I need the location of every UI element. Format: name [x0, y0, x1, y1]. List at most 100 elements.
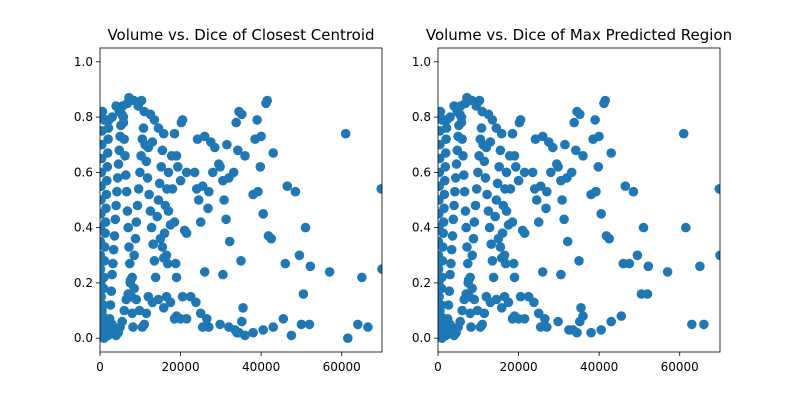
data-point — [240, 151, 250, 161]
data-point — [130, 233, 141, 244]
data-point — [461, 222, 472, 233]
data-point — [463, 258, 473, 269]
data-point — [261, 98, 271, 109]
data-point — [100, 283, 109, 294]
data-point — [481, 142, 492, 153]
data-point — [590, 115, 600, 125]
data-point — [170, 258, 181, 269]
data-point — [438, 300, 446, 310]
data-point — [537, 267, 548, 277]
data-point — [119, 305, 129, 316]
data-point — [157, 145, 168, 156]
data-point — [442, 314, 453, 324]
data-point — [238, 303, 248, 313]
data-point — [500, 184, 510, 194]
data-point — [357, 272, 367, 283]
data-point — [440, 148, 451, 158]
data-point — [125, 258, 135, 269]
data-point — [266, 233, 277, 244]
scatter-plot-max-predicted-region: Volume vs. Dice of Max Predicted Region … — [412, 26, 732, 374]
data-point — [493, 233, 504, 244]
data-point — [100, 291, 106, 302]
data-point — [197, 322, 208, 332]
data-point — [473, 167, 483, 178]
data-point — [687, 319, 697, 330]
data-point — [100, 115, 109, 125]
data-point — [224, 322, 234, 332]
data-point — [280, 258, 291, 269]
data-point — [118, 112, 129, 122]
data-point — [438, 115, 447, 125]
data-point — [535, 322, 546, 332]
y-tick-label: 0.8 — [412, 110, 431, 124]
data-point — [479, 156, 490, 167]
data-point — [466, 322, 476, 332]
data-point — [256, 131, 266, 142]
data-point — [202, 314, 212, 324]
data-point — [491, 123, 502, 133]
data-point — [553, 316, 563, 327]
y-tick-label: 0.6 — [412, 165, 431, 179]
data-point — [472, 305, 483, 316]
data-point — [208, 167, 218, 178]
data-point — [191, 184, 202, 194]
data-point — [508, 258, 519, 269]
data-point — [438, 264, 444, 274]
data-point — [108, 258, 118, 269]
data-point — [100, 217, 111, 227]
data-point — [113, 159, 124, 169]
data-point — [141, 156, 152, 167]
data-point — [123, 222, 133, 233]
data-point — [161, 291, 172, 302]
data-point — [456, 112, 467, 122]
data-point — [128, 322, 138, 332]
data-point — [714, 184, 720, 194]
data-point — [469, 217, 480, 227]
data-point — [132, 200, 143, 211]
data-point — [514, 117, 525, 128]
x-tick-label: 20000 — [499, 360, 537, 374]
data-point — [258, 325, 269, 335]
data-point — [153, 195, 164, 205]
data-point — [467, 250, 478, 261]
data-point — [476, 123, 487, 133]
data-point — [111, 200, 121, 211]
data-point — [662, 267, 673, 277]
data-point — [438, 217, 449, 227]
x-tick-label: 0 — [434, 360, 442, 374]
data-point — [100, 272, 109, 283]
data-point — [491, 195, 502, 205]
data-point — [643, 261, 654, 272]
data-point — [294, 250, 305, 261]
data-point — [231, 117, 241, 128]
data-point — [450, 186, 460, 197]
data-point — [586, 327, 596, 338]
data-point — [237, 316, 247, 327]
data-point — [181, 228, 192, 238]
data-point — [480, 173, 491, 183]
data-point — [624, 258, 635, 269]
data-point — [169, 128, 180, 139]
x-tick-label: 60000 — [661, 360, 699, 374]
data-point — [593, 162, 604, 172]
data-point — [268, 148, 279, 158]
data-point — [498, 200, 509, 211]
y-tick-label: 0.4 — [74, 221, 93, 235]
data-point — [488, 272, 499, 283]
data-point — [496, 303, 507, 313]
data-point — [537, 131, 548, 142]
data-point — [252, 115, 262, 125]
data-point — [482, 189, 492, 200]
data-point — [121, 186, 132, 197]
data-point — [282, 181, 293, 191]
data-point — [462, 242, 472, 252]
data-point — [440, 162, 451, 172]
data-point — [438, 272, 447, 283]
data-point — [438, 283, 447, 294]
data-point — [463, 275, 474, 285]
data-point — [442, 325, 453, 335]
data-point — [248, 327, 258, 338]
data-point — [153, 123, 164, 133]
x-axis: 0 20000 40000 60000 — [96, 352, 361, 374]
